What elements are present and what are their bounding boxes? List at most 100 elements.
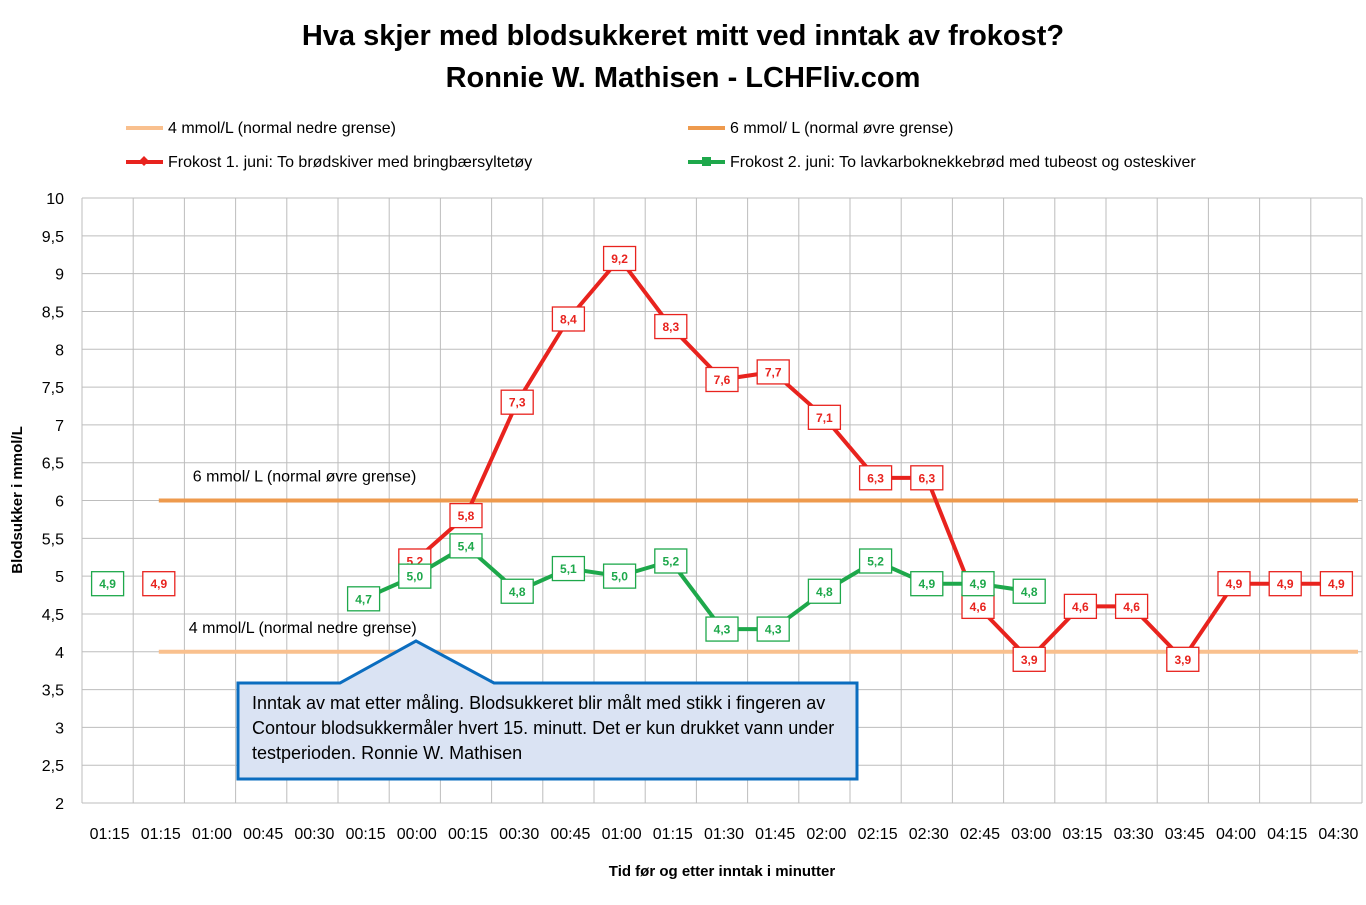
- data-label-box: [705, 616, 739, 642]
- x-tick-label: 00:45: [243, 826, 283, 843]
- data-label-box: [910, 571, 944, 597]
- y-tick-label: 3,5: [42, 683, 64, 700]
- x-axis-title: Tid før og etter inntak i minutter: [609, 863, 836, 880]
- data-label: 5,2: [662, 555, 679, 569]
- data-label: 5,0: [406, 570, 423, 584]
- y-axis-ticks: 2 2,5 3 3,5 4 4,5 5 5,5 6 6,5 7 7,5 8 8,5 9 9,5 10: [42, 191, 64, 813]
- y-tick-label: 8: [55, 342, 64, 359]
- data-label: 6,3: [867, 471, 884, 485]
- data-label-box: [551, 555, 586, 582]
- x-tick-label: 00:15: [346, 826, 386, 843]
- legend-item-lower-limit: 4 mmol/L (normal nedre grense): [168, 120, 396, 137]
- x-tick-label: 02:45: [960, 826, 1000, 843]
- x-tick-label: 00:45: [550, 826, 590, 843]
- data-label-box: [756, 359, 790, 385]
- y-tick-label: 9,5: [42, 229, 64, 246]
- data-label: 7,1: [816, 411, 833, 425]
- data-label-box: [602, 563, 637, 589]
- data-label: 5,4: [458, 539, 475, 553]
- legend-marker-june-2: [702, 157, 711, 166]
- y-tick-label: 2: [55, 796, 64, 813]
- x-tick-label: 01:00: [192, 826, 232, 843]
- data-label: 7,6: [714, 373, 731, 387]
- x-tick-label: 02:15: [858, 826, 898, 843]
- data-label-box: [1012, 578, 1046, 604]
- x-tick-label: 04:15: [1267, 826, 1307, 843]
- x-tick-label: 01:15: [653, 826, 693, 843]
- data-label: 4,9: [1277, 577, 1294, 591]
- legend-item-june-1: Frokost 1. juni: To brødskiver med bring…: [168, 154, 532, 171]
- y-tick-label: 3: [55, 720, 64, 737]
- data-label-box: [346, 586, 381, 612]
- data-label: 5,0: [611, 570, 628, 584]
- legend-item-upper-limit: 6 mmol/ L (normal øvre grense): [730, 120, 953, 137]
- x-tick-label: 02:00: [806, 826, 846, 843]
- y-tick-label: 9: [55, 267, 64, 284]
- y-tick-label: 5,5: [42, 531, 64, 548]
- x-tick-label: 03:00: [1011, 826, 1051, 843]
- x-axis-ticks: 01:15 01:15 01:00 00:45 00:30 00:15 00:00 00:15…: [90, 826, 1359, 843]
- data-label-box: [398, 563, 432, 589]
- data-label-box: [551, 306, 586, 332]
- y-tick-label: 7: [55, 418, 64, 435]
- annotation-text: Inntak av mat etter måling. Blodsukkeret…: [252, 693, 835, 763]
- data-label-box: [1319, 571, 1354, 597]
- data-label-box: [1268, 571, 1302, 597]
- data-label-box: [961, 571, 995, 597]
- data-series: 4,9 5,2 5,8 7,3 8,4 9,2 8,3 7,6 7,7 7,1 6,3 6,3 4,6 3…: [90, 245, 1354, 672]
- data-label: 4,9: [1328, 577, 1345, 591]
- data-label: 4,9: [1226, 577, 1243, 591]
- y-tick-label: 4,5: [42, 607, 64, 624]
- data-label-box: [1114, 593, 1149, 620]
- data-label: 4,8: [509, 585, 526, 599]
- data-label-box: [500, 578, 534, 604]
- x-tick-label: 04:30: [1318, 826, 1358, 843]
- data-label-box: [1217, 571, 1251, 597]
- annotation-callout-box: [236, 639, 859, 781]
- data-label: 5,1: [560, 562, 577, 576]
- data-label-box: [449, 502, 483, 529]
- y-axis-title: Blodsukker i mmol/L: [9, 426, 26, 574]
- x-tick-label: 01:30: [704, 826, 744, 843]
- y-tick-label: 4: [55, 645, 64, 662]
- data-label-box: [654, 313, 688, 340]
- x-tick-label: 00:30: [499, 826, 539, 843]
- x-tick-label: 01:15: [141, 826, 181, 843]
- x-tick-label: 01:15: [90, 826, 130, 843]
- data-label: 4,3: [765, 623, 782, 637]
- data-label: 4,8: [1021, 585, 1038, 599]
- data-label-box: [807, 404, 842, 430]
- data-label: 4,8: [816, 585, 833, 599]
- reference-lines: 4 mmol/L (normal nedre grense) 6 mmol/ L …: [158, 469, 1358, 654]
- y-tick-label: 6: [55, 494, 64, 511]
- data-label-box: [1166, 646, 1200, 672]
- data-label: 5,8: [458, 509, 475, 523]
- data-label-box: [602, 245, 637, 272]
- x-tick-label: 01:45: [755, 826, 795, 843]
- data-label: 8,4: [560, 313, 577, 327]
- data-label-box: [858, 548, 893, 574]
- data-label: 4,6: [1123, 600, 1140, 614]
- data-label: 4,9: [918, 577, 935, 591]
- x-tick-label: 00:15: [448, 826, 488, 843]
- reference-line-label: 6 mmol/ L (normal øvre grense): [193, 469, 416, 486]
- data-label: 7,7: [765, 365, 782, 379]
- data-label-box: [1063, 593, 1098, 620]
- data-label-box: [142, 571, 176, 597]
- y-tick-label: 7,5: [42, 380, 64, 397]
- x-tick-label: 00:30: [294, 826, 334, 843]
- x-tick-label: 03:30: [1114, 826, 1154, 843]
- data-label-box: [910, 465, 944, 491]
- data-label: 4,6: [1072, 600, 1089, 614]
- data-label-box: [756, 616, 790, 642]
- x-tick-label: 00:00: [397, 826, 437, 843]
- y-tick-label: 8,5: [42, 304, 64, 321]
- x-tick-label: 03:45: [1165, 826, 1205, 843]
- legend: 4 mmol/L (normal nedre grense) 6 mmol/ L…: [126, 120, 1196, 171]
- data-label-box: [1012, 646, 1046, 672]
- x-tick-label: 01:00: [602, 826, 642, 843]
- chart-title-line-1: Hva skjer med blodsukkeret mitt ved innt…: [302, 20, 1064, 52]
- data-label: 3,9: [1021, 653, 1038, 667]
- data-label-box: [858, 465, 893, 491]
- data-label: 4,9: [99, 577, 116, 591]
